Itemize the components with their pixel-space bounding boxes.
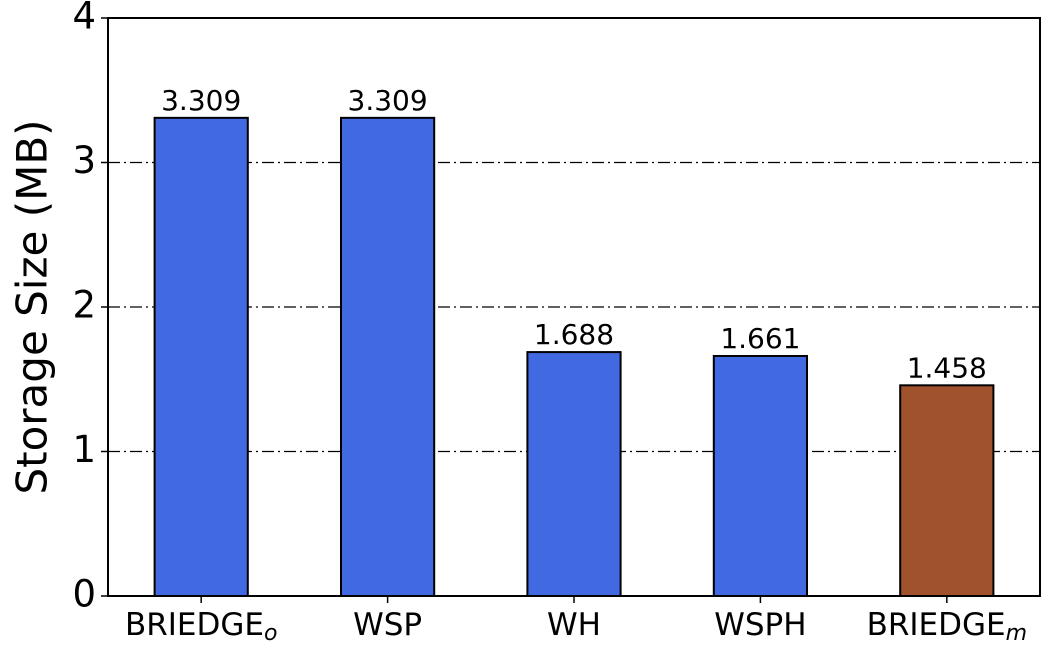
category-subscript: o [264,621,277,646]
x-tick-label: BRIEDGEo [125,607,277,647]
y-tick-label: 1 [72,428,96,471]
x-tick-label: WH [547,607,601,643]
category-name: WSPH [714,607,806,643]
category-name: WSP [353,607,422,643]
plot-frame [107,17,1041,597]
category-name: BRIEDGE [125,607,264,643]
value-label: 3.309 [348,84,428,117]
bar [899,384,995,597]
x-tick-label: WSPH [714,607,806,643]
x-tick-label: BRIEDGEm [867,607,1027,647]
bar [712,354,808,597]
bar [526,351,622,598]
value-label: 1.458 [907,351,987,384]
bar [153,116,249,598]
y-tick-label: 3 [72,139,96,182]
y-tick-label: 2 [72,284,96,327]
value-label: 1.688 [534,318,614,351]
x-tick-label: WSP [353,607,422,643]
value-label: 1.661 [720,322,800,355]
category-name: BRIEDGE [867,607,1006,643]
bar [340,116,436,598]
y-tick-label: 4 [72,0,96,38]
y-axis-label: Storage Size (MB) [8,119,57,494]
value-label: 3.309 [161,84,241,117]
category-subscript: m [1006,621,1027,646]
y-tick-label: 0 [72,573,96,616]
category-name: WH [547,607,601,643]
